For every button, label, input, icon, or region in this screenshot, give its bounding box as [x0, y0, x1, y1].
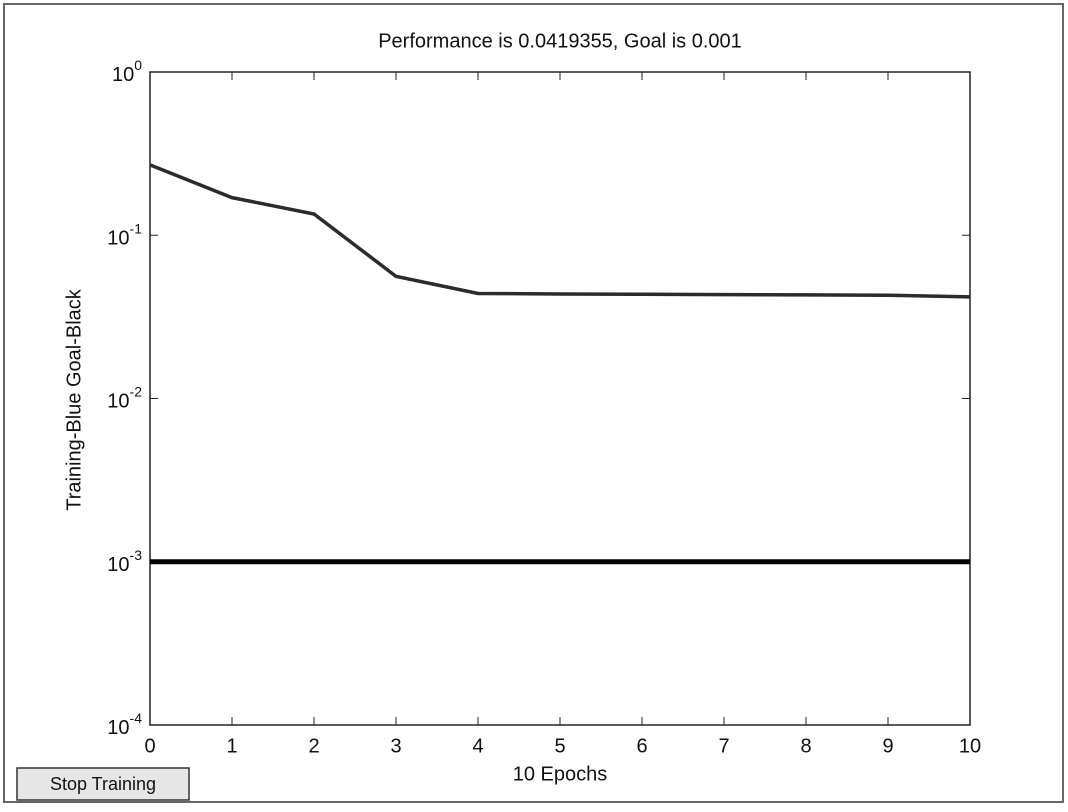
plot-area — [150, 72, 970, 725]
button-label[interactable]: Stop Training — [50, 774, 156, 794]
x-tick-label: 6 — [636, 735, 647, 757]
x-axis-label: 10 Epochs — [513, 763, 608, 785]
chart-title: Performance is 0.0419355, Goal is 0.001 — [378, 30, 742, 52]
x-tick-label: 9 — [882, 735, 893, 757]
x-tick-label: 7 — [718, 735, 729, 757]
x-tick-label: 1 — [226, 735, 237, 757]
x-tick-label: 5 — [554, 735, 565, 757]
stop-button[interactable]: Stop Training — [17, 768, 189, 800]
x-tick-label: 3 — [390, 735, 401, 757]
x-tick-label: 2 — [308, 735, 319, 757]
x-tick-label: 10 — [959, 735, 981, 757]
window: Performance is 0.0419355, Goal is 0.001 … — [0, 0, 1068, 807]
y-axis-label: Training-Blue Goal-Black — [63, 288, 85, 511]
x-tick-label: 4 — [472, 735, 483, 757]
x-tick-label: 0 — [144, 735, 155, 757]
x-tick-label: 8 — [800, 735, 811, 757]
